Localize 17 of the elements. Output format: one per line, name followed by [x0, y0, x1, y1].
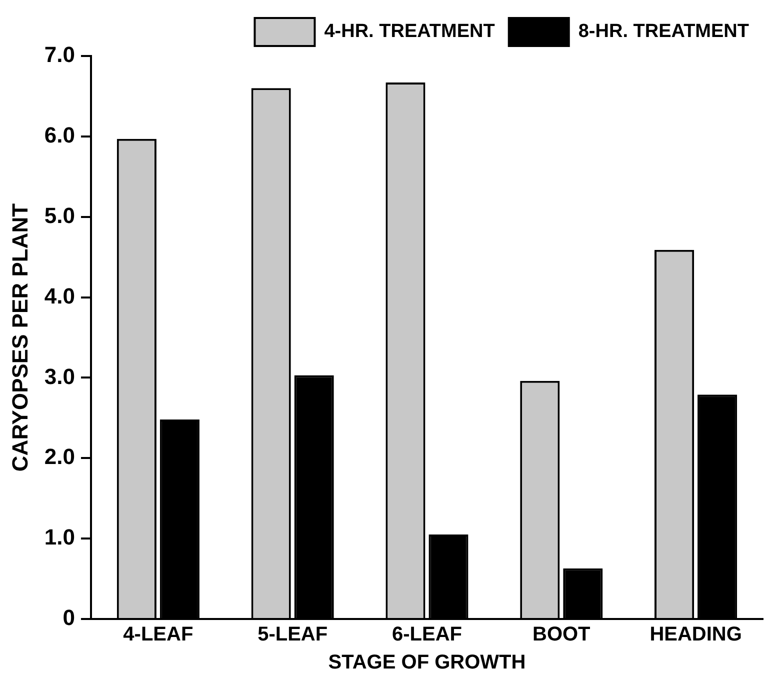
x-tick-label: 5-LEAF [258, 624, 328, 646]
y-tick-label: 0 [62, 605, 75, 630]
y-tick-label: 7.0 [44, 42, 75, 68]
legend-label: 8-HR. TREATMENT [578, 21, 750, 42]
y-tick-label: 1.0 [44, 524, 75, 550]
x-tick-label: 6-LEAF [392, 624, 462, 646]
y-tick-label: 5.0 [44, 202, 75, 228]
y-tick-label: 6.0 [44, 122, 75, 148]
y-axis-title: CARYOPSES PER PLANT [7, 202, 32, 472]
x-axis-title: STAGE OF GROWTH [328, 652, 526, 674]
x-tick-label: HEADING [650, 624, 742, 646]
y-tick-label: 4.0 [44, 283, 75, 308]
y-tick-label: 3.0 [44, 364, 75, 389]
y-tick-label: 2.0 [44, 444, 75, 470]
legend-label: 4-HR. TREATMENT [324, 21, 496, 42]
x-tick-label: BOOT [532, 624, 590, 646]
x-tick-label: 4-LEAF [123, 624, 194, 646]
